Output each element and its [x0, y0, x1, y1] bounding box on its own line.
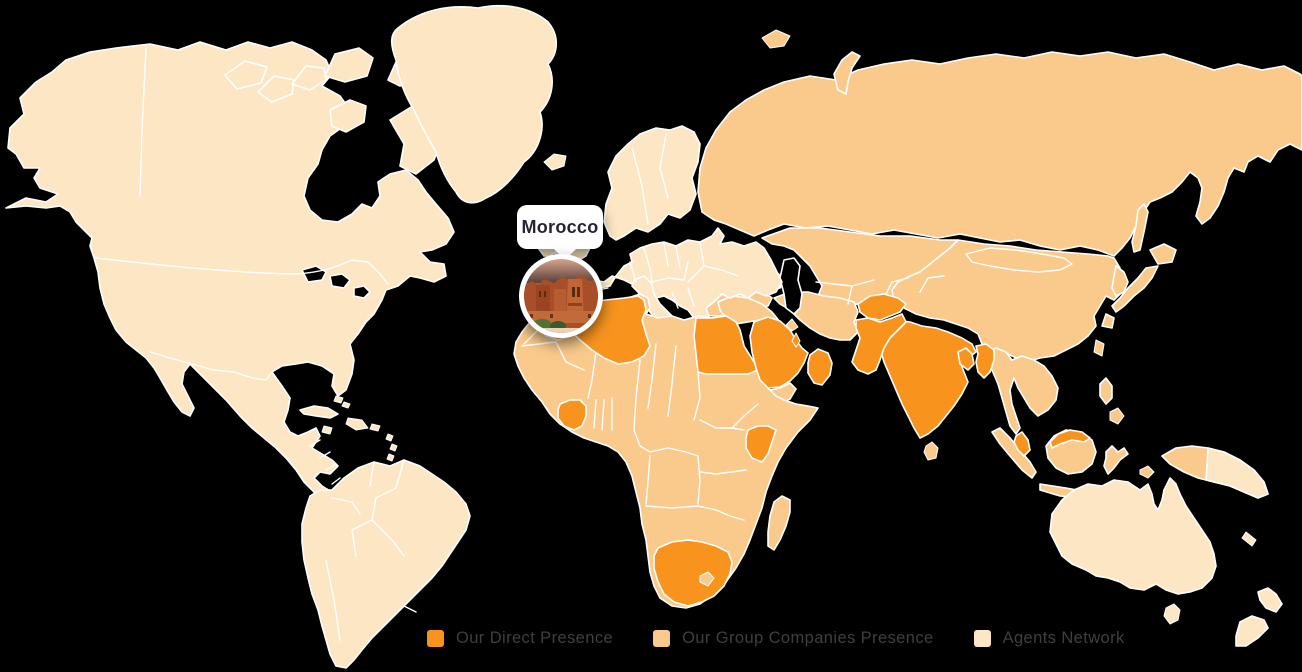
country-australia[interactable] — [1049, 477, 1217, 595]
island-svalbard[interactable] — [761, 29, 791, 49]
island-tasmania[interactable] — [1163, 603, 1181, 625]
country-russia[interactable] — [697, 51, 1302, 257]
borders-north-america — [95, 47, 389, 485]
region-scandinavia[interactable] — [603, 125, 701, 241]
agents-network-label: Agents Network — [1002, 629, 1125, 647]
country-egypt[interactable] — [693, 315, 759, 375]
country-lesotho[interactable] — [699, 571, 715, 587]
country-japan-honshu[interactable] — [1111, 265, 1159, 313]
country-saudi-arabia[interactable] — [749, 316, 809, 389]
island-sulawesi[interactable] — [1103, 445, 1129, 475]
island-taiwan[interactable] — [1093, 339, 1105, 357]
island-jamaica[interactable] — [321, 425, 333, 435]
island-victoria[interactable] — [329, 99, 367, 133]
arctic-island-4[interactable] — [324, 47, 374, 83]
country-korea[interactable] — [1111, 265, 1129, 297]
country-myanmar-indochina[interactable] — [985, 347, 1059, 435]
country-qatar[interactable] — [791, 332, 801, 348]
borders-africa — [521, 329, 759, 521]
island-puerto-rico[interactable] — [369, 423, 381, 432]
island-iceland[interactable] — [543, 153, 567, 171]
region-asia-group[interactable] — [697, 29, 1302, 515]
tooltip-morocco: Morocco — [517, 205, 603, 260]
legend-item-direct: Our Direct Presence — [427, 629, 613, 648]
group-companies-label: Our Group Companies Presence — [682, 629, 934, 647]
tooltip-country-label: Morocco — [521, 216, 599, 237]
border-mongolia — [965, 247, 1073, 273]
morocco-marker[interactable] — [519, 254, 603, 338]
country-malaysia-peninsular[interactable] — [1013, 431, 1031, 457]
country-japan-kyushu[interactable] — [1101, 313, 1115, 329]
legend-item-group: Our Group Companies Presence — [653, 629, 933, 648]
legend: Our Direct Presence Our Group Companies … — [427, 629, 1125, 648]
island-madagascar[interactable] — [767, 495, 791, 551]
region-northeast-india[interactable] — [975, 343, 995, 379]
island-new-caledonia[interactable] — [1241, 531, 1257, 547]
islands-lesser-antilles[interactable] — [385, 433, 398, 462]
kasbah-photo-icon — [524, 259, 598, 333]
country-kenya[interactable] — [745, 425, 777, 463]
island-luzon-philippines[interactable] — [1099, 377, 1113, 405]
island-mindanao-philippines[interactable] — [1109, 407, 1125, 425]
islands-bahamas[interactable] — [333, 395, 351, 409]
country-malaysia-east[interactable] — [1049, 429, 1091, 449]
arctic-island-3[interactable] — [291, 65, 327, 91]
island-sumatra[interactable] — [991, 427, 1037, 479]
country-pakistan[interactable] — [851, 313, 907, 375]
country-papua-new-guinea[interactable] — [1205, 447, 1269, 499]
country-greenland[interactable] — [390, 4, 558, 204]
country-new-zealand-north[interactable] — [1257, 587, 1283, 613]
country-south-africa[interactable] — [653, 539, 733, 607]
direct-presence-swatch — [427, 630, 444, 647]
arctic-island-1[interactable] — [224, 60, 268, 90]
agents-network-swatch — [973, 630, 991, 647]
island-sri-lanka[interactable] — [923, 441, 939, 461]
country-bangladesh[interactable] — [957, 347, 975, 371]
borders-south-america — [325, 459, 417, 641]
arctic-island-2[interactable] — [257, 75, 295, 103]
caspian-sea — [779, 257, 803, 315]
region-north-america-agents[interactable] — [5, 4, 558, 502]
country-japan-hokkaido[interactable] — [1149, 243, 1177, 265]
country-india[interactable] — [879, 319, 977, 439]
island-hispaniola[interactable] — [345, 417, 369, 431]
island-novaya-zemlya[interactable] — [833, 51, 861, 95]
island-moluccas[interactable] — [1139, 465, 1155, 479]
direct-presence-label: Our Direct Presence — [456, 629, 614, 647]
country-new-zealand-south[interactable] — [1235, 615, 1269, 647]
island-cuba[interactable] — [299, 405, 339, 419]
country-cote-divoire[interactable] — [557, 399, 587, 431]
group-companies-swatch — [653, 630, 671, 647]
legend-item-agents: Agents Network — [973, 629, 1125, 648]
region-south-america[interactable] — [301, 459, 471, 669]
great-lakes — [301, 265, 371, 299]
country-afghanistan[interactable] — [857, 293, 907, 321]
country-uae-oman[interactable] — [807, 348, 833, 386]
island-sakhalin[interactable] — [1131, 203, 1149, 253]
borders-central-asia — [815, 275, 945, 305]
region-oceania-agents[interactable] — [1049, 447, 1283, 647]
